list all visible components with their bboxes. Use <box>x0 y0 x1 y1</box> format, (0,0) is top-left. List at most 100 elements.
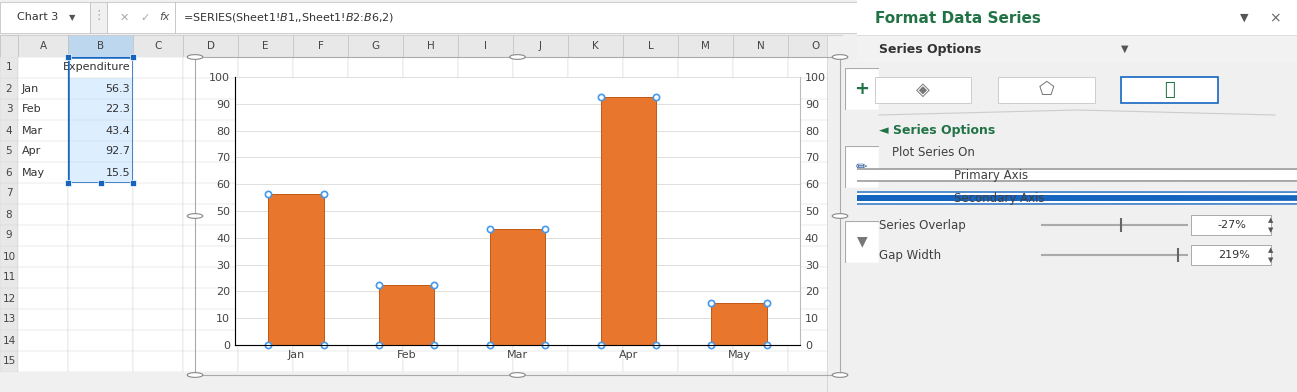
Bar <box>239 141 293 162</box>
Text: Apr: Apr <box>22 147 42 156</box>
Text: 56.3: 56.3 <box>105 83 130 94</box>
Bar <box>239 99 293 120</box>
Circle shape <box>0 192 1297 204</box>
Bar <box>134 57 183 78</box>
Bar <box>239 309 293 330</box>
Text: J: J <box>540 41 542 51</box>
Bar <box>789 183 843 204</box>
Bar <box>678 288 733 309</box>
Bar <box>623 183 678 204</box>
Text: ▼: ▼ <box>856 235 868 249</box>
Text: 43.4: 43.4 <box>105 125 130 136</box>
Bar <box>623 120 678 141</box>
Bar <box>623 225 678 246</box>
Text: ▼: ▼ <box>1240 13 1249 23</box>
Bar <box>67 162 134 183</box>
Bar <box>514 351 568 372</box>
Bar <box>183 120 239 141</box>
Circle shape <box>0 169 1297 181</box>
Text: 15: 15 <box>3 356 16 367</box>
Bar <box>293 141 348 162</box>
Bar <box>183 141 239 162</box>
Bar <box>134 35 183 57</box>
Text: I: I <box>484 41 486 51</box>
Bar <box>134 288 183 309</box>
Bar <box>239 288 293 309</box>
Bar <box>789 309 843 330</box>
Text: B: B <box>97 41 104 51</box>
Text: Chart 3: Chart 3 <box>17 13 58 22</box>
Bar <box>348 204 403 225</box>
Bar <box>67 288 134 309</box>
Bar <box>568 141 623 162</box>
Bar <box>134 204 183 225</box>
Bar <box>18 330 67 351</box>
Text: Series Overlap: Series Overlap <box>879 218 966 232</box>
Bar <box>514 225 568 246</box>
Bar <box>134 267 183 288</box>
Bar <box>403 78 458 99</box>
Text: N: N <box>756 41 764 51</box>
Bar <box>458 267 514 288</box>
Bar <box>348 225 403 246</box>
Bar <box>183 267 239 288</box>
Bar <box>0 2 89 33</box>
Bar <box>403 288 458 309</box>
Bar <box>18 288 67 309</box>
Bar <box>18 183 67 204</box>
Bar <box>183 204 239 225</box>
Text: 14: 14 <box>3 336 16 345</box>
Text: 219%: 219% <box>1218 250 1250 260</box>
Text: 3: 3 <box>5 105 12 114</box>
Bar <box>623 204 678 225</box>
Bar <box>874 77 971 103</box>
Text: Plot Series On: Plot Series On <box>892 145 975 158</box>
Bar <box>239 351 293 372</box>
Text: D: D <box>206 41 214 51</box>
Bar <box>134 309 183 330</box>
Text: May: May <box>22 167 45 178</box>
Text: ▼: ▼ <box>69 13 75 22</box>
Bar <box>134 351 183 372</box>
Bar <box>514 162 568 183</box>
Bar <box>678 99 733 120</box>
Bar <box>18 141 67 162</box>
Bar <box>348 330 403 351</box>
Bar <box>490 229 545 345</box>
Bar <box>183 288 239 309</box>
Text: -27%: -27% <box>1218 220 1246 230</box>
Bar <box>857 35 1297 36</box>
Bar <box>568 162 623 183</box>
Bar <box>67 204 134 225</box>
Bar <box>293 78 348 99</box>
Bar <box>623 288 678 309</box>
Text: =SERIES(Sheet1!$B$1,,Sheet1!$B$2:$B$6,2): =SERIES(Sheet1!$B$1,,Sheet1!$B$2:$B$6,2) <box>183 11 394 24</box>
Text: 8: 8 <box>5 209 12 220</box>
Bar <box>403 162 458 183</box>
Bar <box>678 204 733 225</box>
Bar <box>458 35 514 57</box>
Bar <box>623 330 678 351</box>
Bar <box>403 204 458 225</box>
Bar <box>733 35 789 57</box>
Bar <box>293 351 348 372</box>
Bar <box>0 35 18 57</box>
Bar <box>134 225 183 246</box>
Bar <box>293 204 348 225</box>
Bar <box>18 162 67 183</box>
Bar <box>601 96 656 345</box>
Bar <box>67 120 134 141</box>
Bar <box>67 99 134 120</box>
Bar <box>239 330 293 351</box>
Text: O: O <box>812 41 820 51</box>
Bar <box>568 288 623 309</box>
Bar <box>134 120 183 141</box>
Text: Expenditure: Expenditure <box>62 62 130 73</box>
Bar <box>789 288 843 309</box>
Bar <box>348 35 403 57</box>
Bar <box>458 246 514 267</box>
Bar <box>183 162 239 183</box>
Text: ⋮: ⋮ <box>93 9 105 22</box>
Bar <box>733 57 789 78</box>
Bar <box>623 99 678 120</box>
